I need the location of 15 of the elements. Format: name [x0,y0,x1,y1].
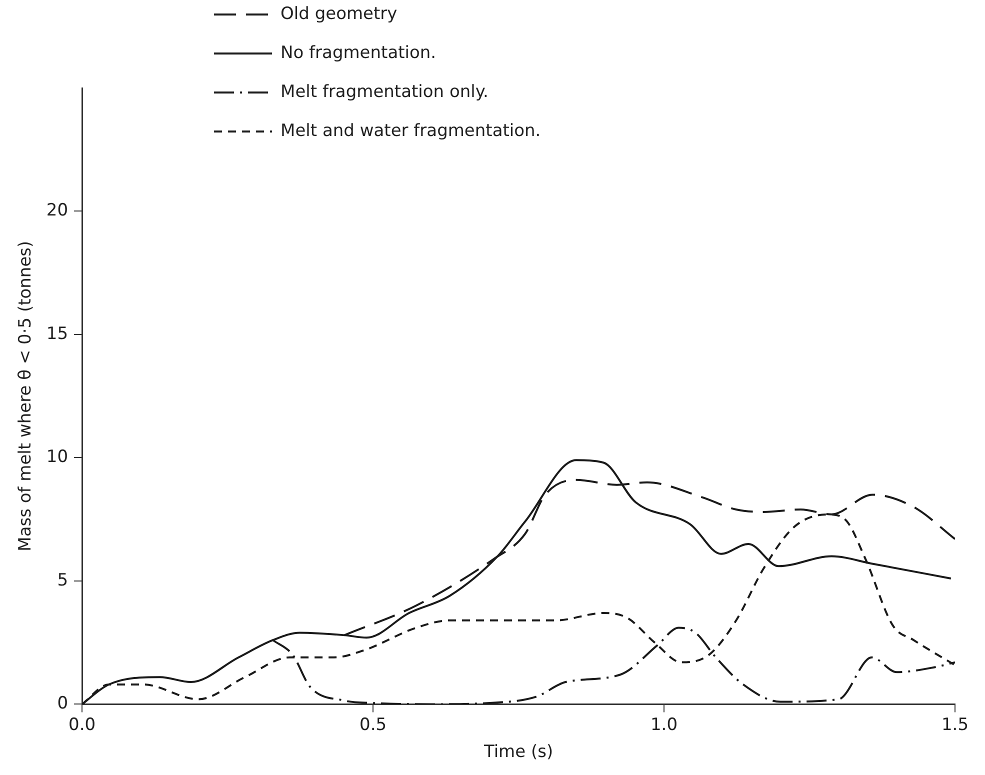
legend-label: Old geometry [280,4,398,24]
y-tick-label: 20 [46,200,68,221]
legend-label: No fragmentation. [280,42,436,63]
x-tick-label: 0.5 [360,714,387,735]
y-tick-label: 5 [57,570,68,590]
x-tick-label: 1.5 [941,714,969,735]
y-tick-label: 15 [46,324,68,344]
y-axis-title: Mass of melt where θ < 0·5 (tonnes) [16,240,36,552]
x-tick-label: 1.0 [650,714,678,735]
y-tick-label: 0 [57,694,68,714]
y-tick-label: 10 [46,447,68,468]
x-axis-title: Time (s) [482,742,554,762]
legend-label: Melt fragmentation only. [280,82,488,102]
legend-label: Melt and water fragmentation. [280,120,541,141]
x-tick-label: 0.0 [68,714,96,735]
